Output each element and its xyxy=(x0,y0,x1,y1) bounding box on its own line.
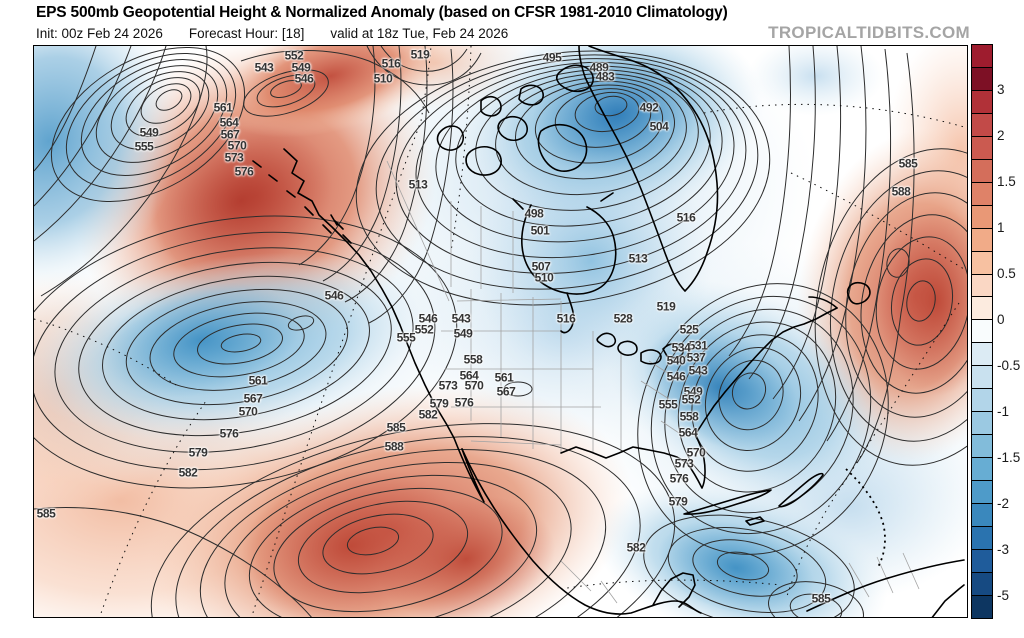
colorbar-cell xyxy=(972,549,992,573)
watermark: TROPICALTIDBITS.COM xyxy=(768,23,970,42)
state-borders xyxy=(386,160,920,604)
colorbar-tick-label: 0.5 xyxy=(997,266,1016,282)
colorbar-tick-label: -2 xyxy=(997,496,1010,512)
colorbar-cell xyxy=(972,274,992,298)
colorbar-cell xyxy=(972,251,992,275)
colorbar-tick-label: -3 xyxy=(997,542,1010,558)
colorbar-ticks: 3 2 1.5 1 0.5 0 -0.5 -1 -1.5 -2 -3 -5 xyxy=(997,44,1024,619)
island-arc xyxy=(845,468,886,570)
colorbar-cell xyxy=(972,572,992,596)
colorbar-tick-label: 1.5 xyxy=(997,174,1016,190)
weather-map xyxy=(34,46,967,617)
height-contours-flow xyxy=(34,46,915,617)
map-frame: 552 543 549 546 561 564 567 570 573 576 549 555 519 5… xyxy=(33,45,968,618)
colorbar-cell xyxy=(972,90,992,114)
colorbar-cell xyxy=(972,458,992,482)
colorbar-cell xyxy=(972,366,992,390)
colorbar-cell xyxy=(972,389,992,413)
colorbar-cell xyxy=(972,412,992,436)
valid-time: valid at 18z Tue, Feb 24 2026 xyxy=(330,26,509,41)
graticule xyxy=(34,46,965,617)
colorbar-cell xyxy=(972,136,992,160)
colorbar-cell xyxy=(972,45,992,68)
colorbar-cell xyxy=(972,595,992,618)
run-info: Init: 00z Feb 24 2026 Forecast Hour: [18]… xyxy=(36,26,534,41)
colorbar-cell xyxy=(972,481,992,505)
colorbar-cell xyxy=(972,182,992,206)
colorbar-cell xyxy=(972,297,992,321)
colorbar-tick-label: -1 xyxy=(997,404,1010,420)
colorbar-tick-label: 2 xyxy=(997,128,1005,144)
colorbar-cell xyxy=(972,113,992,137)
colorbar-cell xyxy=(972,159,992,183)
page-title: EPS 500mb Geopotential Height & Normaliz… xyxy=(36,4,728,21)
colorbar-cell xyxy=(972,67,992,91)
colorbar-cell xyxy=(972,343,992,367)
colorbar-tick-label: 0 xyxy=(997,312,1005,328)
colorbar-cell xyxy=(972,205,992,229)
coastline xyxy=(252,46,965,617)
forecast-hour: Forecast Hour: [18] xyxy=(188,26,305,41)
colorbar-cell xyxy=(972,527,992,550)
colorbar-cell xyxy=(972,504,992,528)
colorbar-tick-label: -5 xyxy=(997,588,1010,604)
height-contours xyxy=(34,46,967,617)
colorbar-tick-label: -0.5 xyxy=(997,358,1021,374)
colorbar-tick-label: -1.5 xyxy=(997,450,1021,466)
colorbar-tick-label: 1 xyxy=(997,220,1005,236)
colorbar-cell xyxy=(972,435,992,459)
colorbar xyxy=(971,44,993,619)
init-time: Init: 00z Feb 24 2026 xyxy=(36,26,163,41)
colorbar-cell xyxy=(972,320,992,344)
colorbar-tick-label: 3 xyxy=(997,82,1005,98)
colorbar-cell xyxy=(972,228,992,252)
